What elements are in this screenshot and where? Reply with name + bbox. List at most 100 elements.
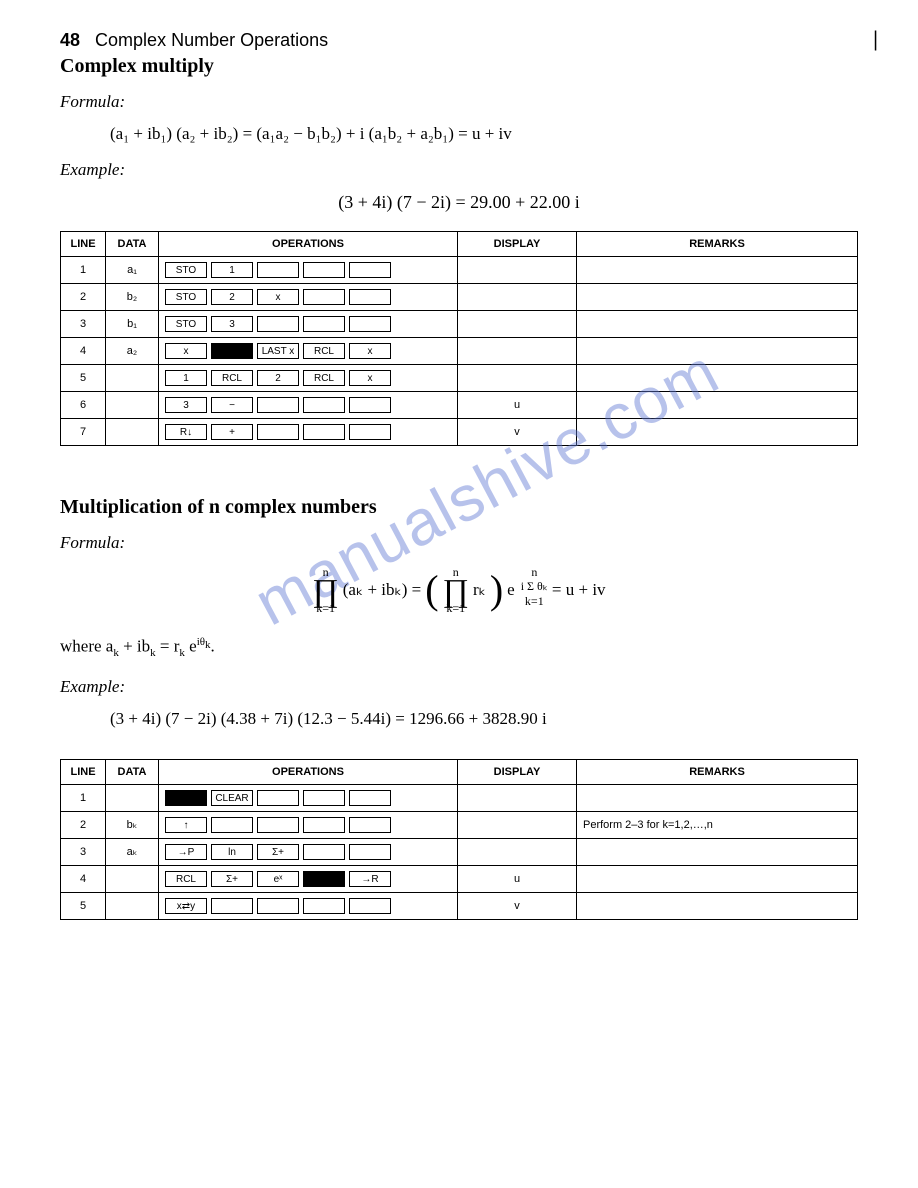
calculator-key (257, 262, 299, 278)
cell-display (458, 311, 577, 338)
cell-operations: RCLΣ+eˣ→R (159, 865, 458, 892)
cell-line: 7 (61, 419, 106, 446)
cell-remarks (577, 257, 858, 284)
cell-data: b₁ (106, 311, 159, 338)
calculator-key: + (211, 424, 253, 440)
cell-display: v (458, 892, 577, 919)
calculator-key: 2 (211, 289, 253, 305)
cell-remarks (577, 865, 858, 892)
cell-line: 5 (61, 892, 106, 919)
cell-operations: xLAST xRCLx (159, 338, 458, 365)
th-data-2: DATA (106, 759, 159, 784)
calculator-key (349, 316, 391, 332)
cell-display (458, 365, 577, 392)
th-ops: OPERATIONS (159, 232, 458, 257)
chapter-title: Complex Number Operations (95, 30, 328, 50)
table-row: 3 b₁STO3 (61, 311, 858, 338)
th-data: DATA (106, 232, 159, 257)
formula-label-2: Formula: (60, 533, 858, 553)
calculator-key: 3 (211, 316, 253, 332)
table-row: 4RCLΣ+eˣ→Ru (61, 865, 858, 892)
right-paren: ) (490, 566, 503, 614)
formula-body2: rₖ (473, 580, 486, 599)
calculator-key: RCL (165, 871, 207, 887)
th-rem: REMARKS (577, 232, 858, 257)
calculator-key (257, 817, 299, 833)
calculator-key (349, 262, 391, 278)
calculator-key (303, 871, 345, 887)
cell-display (458, 257, 577, 284)
operations-table-1: LINE DATA OPERATIONS DISPLAY REMARKS 1a₁… (60, 231, 858, 446)
calculator-key: − (211, 397, 253, 413)
cell-operations: STO1 (159, 257, 458, 284)
cell-remarks (577, 284, 858, 311)
cell-line: 4 (61, 338, 106, 365)
calculator-key (165, 790, 207, 806)
cell-operations: STO3 (159, 311, 458, 338)
th-disp-2: DISPLAY (458, 759, 577, 784)
example-2: (3 + 4i) (7 − 2i) (4.38 + 7i) (12.3 − 5.… (110, 709, 858, 729)
example-label-1: Example: (60, 160, 858, 180)
formula-body1: (aₖ + ibₖ) = (343, 580, 422, 599)
left-paren: ( (425, 566, 438, 614)
example-label-2: Example: (60, 677, 858, 697)
cell-line: 2 (61, 284, 106, 311)
calculator-key: ↑ (165, 817, 207, 833)
calculator-key: RCL (303, 343, 345, 359)
cell-display: u (458, 392, 577, 419)
cell-operations: 3− (159, 392, 458, 419)
where-clause: where ak + ibk = rk eiθk. (60, 636, 858, 659)
cell-data: aₖ (106, 838, 159, 865)
cell-line: 3 (61, 838, 106, 865)
cell-data: a₂ (106, 338, 159, 365)
calculator-key (303, 262, 345, 278)
product-symbol: ∏ (312, 579, 338, 601)
calculator-key (211, 898, 253, 914)
calculator-key: RCL (211, 370, 253, 386)
operations-table-2: LINE DATA OPERATIONS DISPLAY REMARKS 1CL… (60, 759, 858, 920)
calculator-key (349, 424, 391, 440)
example-1: (3 + 4i) (7 − 2i) = 29.00 + 22.00 i (60, 192, 858, 213)
table-row: 5 1RCL2RCLx (61, 365, 858, 392)
cell-remarks (577, 784, 858, 811)
calculator-key (349, 397, 391, 413)
calculator-key (303, 817, 345, 833)
table-row: 3aₖ→PlnΣ+ (61, 838, 858, 865)
calculator-key (349, 790, 391, 806)
page-header: 48 Complex Number Operations (60, 30, 858, 51)
calculator-key (349, 844, 391, 860)
calculator-key (349, 898, 391, 914)
calculator-key: 1 (211, 262, 253, 278)
cell-line: 2 (61, 811, 106, 838)
formula-1: (a₁ + ib₁) (a₂ + ib₂) = (a₁a₂ − b₁b₂) + … (110, 124, 858, 144)
cell-display (458, 838, 577, 865)
table-row: 63−u (61, 392, 858, 419)
calculator-key (303, 397, 345, 413)
calculator-key: x (349, 343, 391, 359)
calculator-key: LAST x (257, 343, 299, 359)
cell-remarks (577, 838, 858, 865)
th-ops-2: OPERATIONS (159, 759, 458, 784)
cell-operations: CLEAR (159, 784, 458, 811)
cell-display (458, 338, 577, 365)
exp-lower: k=1 (525, 594, 544, 608)
calculator-key (257, 397, 299, 413)
prod-lower-2: k=1 (443, 601, 469, 615)
th-line-2: LINE (61, 759, 106, 784)
formula-2: n ∏ k=1 (aₖ + ibₖ) = ( n ∏ k=1 rₖ ) e n … (60, 565, 858, 616)
calculator-key: x⇄y (165, 898, 207, 914)
calculator-key: Σ+ (257, 844, 299, 860)
formula-label-1: Formula: (60, 92, 858, 112)
section1-title: Complex multiply (60, 55, 858, 78)
calculator-key (257, 790, 299, 806)
cell-operations: 1RCL2RCLx (159, 365, 458, 392)
cell-line: 5 (61, 365, 106, 392)
th-disp: DISPLAY (458, 232, 577, 257)
table-row: 1CLEAR (61, 784, 858, 811)
calculator-key: STO (165, 289, 207, 305)
calculator-key (349, 289, 391, 305)
calculator-key (303, 316, 345, 332)
th-line: LINE (61, 232, 106, 257)
cell-data (106, 892, 159, 919)
cell-display (458, 811, 577, 838)
